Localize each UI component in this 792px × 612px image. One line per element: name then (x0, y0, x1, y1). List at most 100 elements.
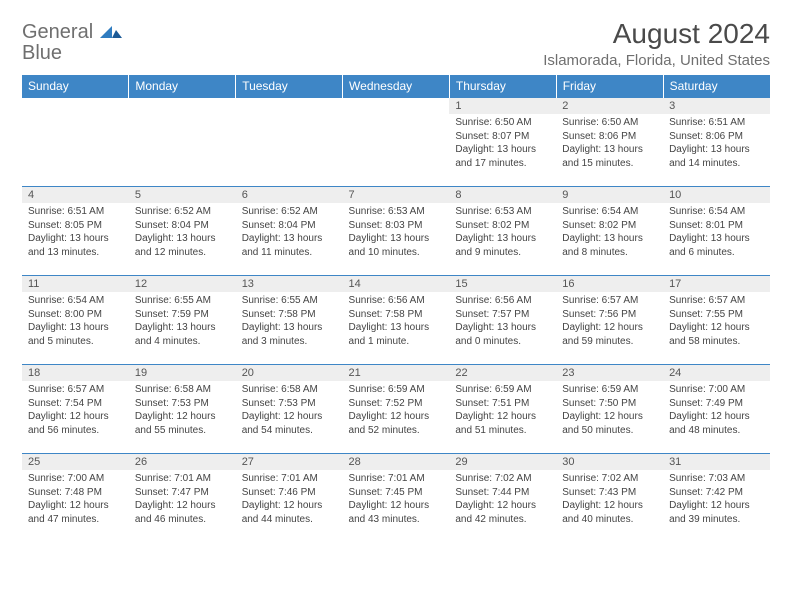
logo-text: General Blue (22, 22, 122, 64)
calendar-cell: 30Sunrise: 7:02 AMSunset: 7:43 PMDayligh… (556, 454, 663, 543)
day-sunset: Sunset: 7:50 PM (562, 397, 657, 411)
day-d2: and 42 minutes. (455, 513, 550, 527)
day-details: Sunrise: 7:00 AMSunset: 7:48 PMDaylight:… (22, 470, 129, 530)
day-d2: and 54 minutes. (242, 424, 337, 438)
day-number: 29 (449, 454, 556, 470)
day-d1: Daylight: 12 hours (242, 410, 337, 424)
day-number: 12 (129, 276, 236, 292)
calendar-week: 11Sunrise: 6:54 AMSunset: 8:00 PMDayligh… (22, 276, 770, 365)
day-d1: Daylight: 13 hours (242, 321, 337, 335)
day-sunrise: Sunrise: 6:53 AM (349, 205, 444, 219)
day-sunset: Sunset: 7:42 PM (669, 486, 764, 500)
day-number: 13 (236, 276, 343, 292)
header: General Blue August 2024 Islamorada, Flo… (22, 18, 770, 69)
day-d1: Daylight: 12 hours (28, 410, 123, 424)
day-d2: and 13 minutes. (28, 246, 123, 260)
day-number: 17 (663, 276, 770, 292)
day-number: 7 (343, 187, 450, 203)
day-sunset: Sunset: 8:00 PM (28, 308, 123, 322)
day-number: 6 (236, 187, 343, 203)
day-d2: and 12 minutes. (135, 246, 230, 260)
day-details: Sunrise: 6:54 AMSunset: 8:00 PMDaylight:… (22, 292, 129, 352)
day-d2: and 56 minutes. (28, 424, 123, 438)
day-d2: and 8 minutes. (562, 246, 657, 260)
day-sunrise: Sunrise: 6:53 AM (455, 205, 550, 219)
location-label: Islamorada, Florida, United States (543, 52, 770, 69)
day-d2: and 4 minutes. (135, 335, 230, 349)
calendar-cell: 2Sunrise: 6:50 AMSunset: 8:06 PMDaylight… (556, 98, 663, 187)
day-sunset: Sunset: 7:58 PM (242, 308, 337, 322)
day-sunset: Sunset: 7:57 PM (455, 308, 550, 322)
day-d2: and 59 minutes. (562, 335, 657, 349)
day-number: 4 (22, 187, 129, 203)
page-title: August 2024 (543, 18, 770, 50)
day-d2: and 58 minutes. (669, 335, 764, 349)
calendar-cell: 8Sunrise: 6:53 AMSunset: 8:02 PMDaylight… (449, 187, 556, 276)
day-sunrise: Sunrise: 6:51 AM (669, 116, 764, 130)
day-d2: and 46 minutes. (135, 513, 230, 527)
calendar-cell: 26Sunrise: 7:01 AMSunset: 7:47 PMDayligh… (129, 454, 236, 543)
day-details: Sunrise: 6:59 AMSunset: 7:51 PMDaylight:… (449, 381, 556, 441)
day-number: 2 (556, 98, 663, 114)
day-sunrise: Sunrise: 6:58 AM (242, 383, 337, 397)
day-sunset: Sunset: 8:02 PM (455, 219, 550, 233)
day-sunset: Sunset: 7:48 PM (28, 486, 123, 500)
day-sunrise: Sunrise: 7:01 AM (135, 472, 230, 486)
day-sunset: Sunset: 7:55 PM (669, 308, 764, 322)
day-d2: and 1 minute. (349, 335, 444, 349)
calendar-cell: 19Sunrise: 6:58 AMSunset: 7:53 PMDayligh… (129, 365, 236, 454)
calendar-cell: 27Sunrise: 7:01 AMSunset: 7:46 PMDayligh… (236, 454, 343, 543)
day-d1: Daylight: 12 hours (135, 499, 230, 513)
calendar-cell: 18Sunrise: 6:57 AMSunset: 7:54 PMDayligh… (22, 365, 129, 454)
day-d1: Daylight: 12 hours (669, 321, 764, 335)
day-sunset: Sunset: 7:54 PM (28, 397, 123, 411)
day-details: Sunrise: 6:57 AMSunset: 7:55 PMDaylight:… (663, 292, 770, 352)
dayname-fri: Friday (556, 75, 663, 98)
day-d1: Daylight: 12 hours (135, 410, 230, 424)
day-d1: Daylight: 12 hours (562, 321, 657, 335)
day-d2: and 39 minutes. (669, 513, 764, 527)
day-sunrise: Sunrise: 6:50 AM (562, 116, 657, 130)
day-sunrise: Sunrise: 6:54 AM (669, 205, 764, 219)
day-number: 27 (236, 454, 343, 470)
calendar-table: Sunday Monday Tuesday Wednesday Thursday… (22, 75, 770, 542)
day-d1: Daylight: 13 hours (455, 232, 550, 246)
day-details: Sunrise: 6:52 AMSunset: 8:04 PMDaylight:… (236, 203, 343, 263)
day-d2: and 17 minutes. (455, 157, 550, 171)
day-d1: Daylight: 12 hours (669, 499, 764, 513)
day-d2: and 14 minutes. (669, 157, 764, 171)
day-number: 1 (449, 98, 556, 114)
day-number: 22 (449, 365, 556, 381)
day-number: 30 (556, 454, 663, 470)
day-d1: Daylight: 12 hours (455, 499, 550, 513)
day-sunset: Sunset: 7:59 PM (135, 308, 230, 322)
day-d2: and 44 minutes. (242, 513, 337, 527)
day-sunset: Sunset: 7:47 PM (135, 486, 230, 500)
day-d1: Daylight: 12 hours (28, 499, 123, 513)
day-number: 28 (343, 454, 450, 470)
day-sunrise: Sunrise: 6:59 AM (562, 383, 657, 397)
day-sunrise: Sunrise: 7:01 AM (349, 472, 444, 486)
calendar-cell: 24Sunrise: 7:00 AMSunset: 7:49 PMDayligh… (663, 365, 770, 454)
day-d1: Daylight: 12 hours (242, 499, 337, 513)
day-d1: Daylight: 13 hours (28, 321, 123, 335)
day-d2: and 15 minutes. (562, 157, 657, 171)
day-d2: and 10 minutes. (349, 246, 444, 260)
day-details: Sunrise: 6:54 AMSunset: 8:02 PMDaylight:… (556, 203, 663, 263)
calendar-cell: 16Sunrise: 6:57 AMSunset: 7:56 PMDayligh… (556, 276, 663, 365)
day-details: Sunrise: 7:02 AMSunset: 7:44 PMDaylight:… (449, 470, 556, 530)
calendar-body: 1Sunrise: 6:50 AMSunset: 8:07 PMDaylight… (22, 98, 770, 543)
day-sunset: Sunset: 8:05 PM (28, 219, 123, 233)
day-sunset: Sunset: 8:02 PM (562, 219, 657, 233)
day-number: 18 (22, 365, 129, 381)
day-details: Sunrise: 6:55 AMSunset: 7:58 PMDaylight:… (236, 292, 343, 352)
day-details: Sunrise: 6:59 AMSunset: 7:52 PMDaylight:… (343, 381, 450, 441)
dayname-sat: Saturday (663, 75, 770, 98)
day-sunset: Sunset: 7:43 PM (562, 486, 657, 500)
day-details: Sunrise: 6:56 AMSunset: 7:57 PMDaylight:… (449, 292, 556, 352)
day-sunrise: Sunrise: 6:55 AM (242, 294, 337, 308)
day-sunset: Sunset: 7:51 PM (455, 397, 550, 411)
day-d2: and 40 minutes. (562, 513, 657, 527)
day-details: Sunrise: 6:51 AMSunset: 8:05 PMDaylight:… (22, 203, 129, 263)
day-d2: and 55 minutes. (135, 424, 230, 438)
